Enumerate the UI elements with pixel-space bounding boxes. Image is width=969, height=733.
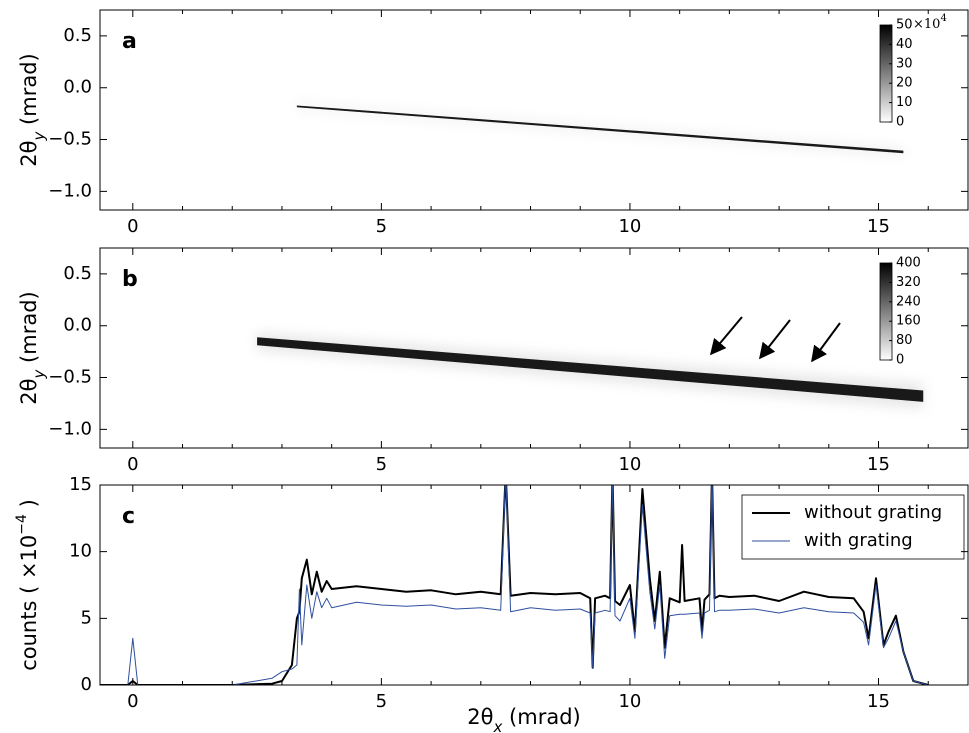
x-tick-label: 5 — [376, 454, 387, 475]
arrow — [811, 322, 841, 363]
y-axis-label: counts ( ×10−4 ) — [14, 499, 41, 671]
label-part: x — [492, 718, 502, 733]
y-tick-label: 0 — [81, 674, 92, 695]
arrows — [709, 316, 841, 363]
colorbar — [879, 262, 893, 361]
colorbar-tick-label: 50 — [896, 18, 913, 33]
plot-area — [296, 104, 904, 155]
x-tick-label: 10 — [618, 454, 641, 475]
y-axis-label: 2θy (mrad) — [17, 291, 48, 404]
label-part: 2θ — [17, 141, 41, 167]
axes-frame — [99, 9, 969, 211]
x-tick-label: 15 — [867, 691, 890, 712]
y-tick-label: −1.0 — [48, 418, 92, 439]
plot-area — [257, 332, 924, 409]
streak — [257, 337, 924, 402]
panel-label: a — [122, 29, 137, 54]
panel-label: c — [122, 504, 135, 529]
label-part: counts ( ×10 — [17, 535, 41, 671]
y-tick-label: 0.5 — [63, 25, 92, 46]
colorbar-tick-label: 80 — [896, 333, 913, 348]
colorbar-tick-label: 0 — [896, 353, 904, 368]
y-axis-label: 2θy (mrad) — [17, 53, 48, 166]
colorbar-tick-label: 240 — [896, 294, 921, 309]
y-tick-label: 0.5 — [63, 263, 92, 284]
plot-area — [100, 485, 929, 685]
legend-label: with grating — [804, 530, 913, 551]
label-part: y — [30, 369, 48, 380]
x-tick-label: 0 — [127, 216, 138, 237]
colorbar-tick-label: 160 — [896, 314, 921, 329]
y-tick-label: 10 — [69, 541, 92, 562]
y-tick-label: −1.0 — [48, 180, 92, 201]
x-axis-label: 2θx (mrad) — [467, 705, 580, 733]
x-tick-label: 0 — [127, 454, 138, 475]
colorbar-tick-label: 400 — [896, 256, 921, 271]
colorbar-tick-label: 40 — [896, 37, 913, 52]
colorbar-tick-label: 30 — [896, 56, 913, 71]
colorbar-tick-label: 10 — [896, 95, 913, 110]
colorbar-multiplier: ×104 — [913, 13, 947, 32]
axes-frame — [99, 484, 969, 686]
y-tick-label: 15 — [69, 474, 92, 495]
x-tick-label: 15 — [867, 216, 890, 237]
axes-frame — [99, 247, 969, 449]
streak — [296, 105, 904, 154]
panel-label: b — [122, 267, 138, 292]
legend-box — [741, 494, 965, 560]
label-part: (mrad) — [502, 705, 580, 729]
x-tick-label: 10 — [618, 691, 641, 712]
y-tick-label: −0.5 — [48, 367, 92, 388]
x-tick-label: 0 — [127, 691, 138, 712]
x-tick-label: 5 — [376, 691, 387, 712]
label-part: ×10 — [913, 17, 940, 32]
label-part: 2θ — [17, 379, 41, 405]
label-part: 2θ — [467, 705, 493, 729]
x-tick-label: 10 — [618, 216, 641, 237]
legend-label: without grating — [804, 502, 942, 523]
label-part: −4 — [14, 514, 30, 535]
colorbar-tick-label: 0 — [896, 115, 904, 130]
colorbar-tick-label: 20 — [896, 76, 913, 91]
y-tick-label: 0.0 — [63, 315, 92, 336]
y-tick-label: 5 — [81, 607, 92, 628]
colorbar — [879, 24, 893, 123]
arrow — [709, 316, 743, 356]
x-tick-label: 5 — [376, 216, 387, 237]
x-tick-label: 15 — [867, 454, 890, 475]
series-line — [100, 485, 929, 685]
label-part: y — [30, 131, 48, 142]
label-part: ) — [17, 499, 41, 514]
label-part: 4 — [940, 13, 946, 24]
colorbar-tick-label: 320 — [896, 275, 921, 290]
label-part: (mrad) — [17, 291, 41, 369]
arrow — [759, 319, 791, 360]
series-line — [100, 485, 929, 685]
y-tick-label: 0.0 — [63, 77, 92, 98]
y-tick-label: −0.5 — [48, 129, 92, 150]
label-part: (mrad) — [17, 53, 41, 131]
